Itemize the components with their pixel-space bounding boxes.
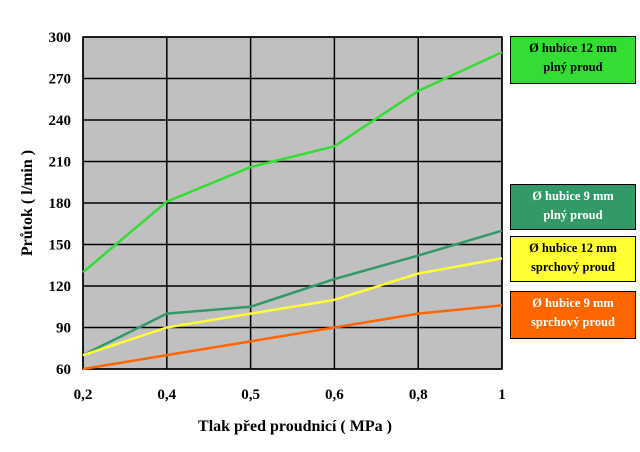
y-tick-label: 210 [49, 155, 72, 171]
series-line-1 [82, 51, 503, 274]
legend-entry-nozzle-12-full: Ø hubice 12 mm plný proud [510, 36, 636, 84]
series-line-3 [82, 257, 503, 357]
y-tick-label: 90 [56, 321, 71, 337]
x-tick-label: 0,6 [325, 387, 344, 403]
y-tick-label: 270 [49, 72, 72, 88]
x-axis-title: Tlak před proudnicí ( MPa ) [198, 418, 392, 435]
legend-entry-label: plný proud [543, 60, 603, 74]
legend-entry-label: sprchový proud [531, 260, 615, 274]
x-tick-label: 0,2 [74, 387, 93, 403]
x-tick-label: 0,8 [409, 387, 428, 403]
x-tick-labels: 0,2 0,4 0,5 0,6 0,8 1 [74, 387, 506, 403]
legend-entry-nozzle-9-full: Ø hubice 9 mm plný proud [510, 184, 636, 230]
legend-entry-label: Ø hubice 12 mm [529, 41, 617, 55]
y-tick-label: 240 [49, 113, 72, 129]
x-tick-label: 0,5 [241, 387, 260, 403]
legend-entry-nozzle-12-spray: Ø hubice 12 mm sprchový proud [510, 236, 636, 282]
series-line-4 [82, 304, 503, 371]
x-tick-label: 0,4 [157, 387, 176, 403]
x-tick-label: 1 [498, 387, 506, 403]
y-tick-label: 150 [49, 238, 72, 254]
y-tick-label: 180 [49, 196, 72, 212]
y-axis-title: Průtok ( l/min ) [19, 150, 36, 256]
y-tick-label: 300 [49, 30, 72, 46]
series-line-2 [82, 229, 503, 357]
legend-entry-label: Ø hubice 9 mm [532, 296, 614, 310]
legend-entry-label: Ø hubice 9 mm [532, 189, 614, 203]
legend-entry-label: plný proud [543, 208, 603, 222]
y-tick-label: 120 [49, 279, 72, 295]
series-lines [82, 51, 503, 371]
y-tick-label: 60 [56, 362, 71, 378]
legend-entry-label: Ø hubice 12 mm [529, 241, 617, 255]
y-tick-labels: 60 90 120 150 180 210 240 270 300 [49, 30, 72, 378]
legend-entry-nozzle-9-spray: Ø hubice 9 mm sprchový proud [510, 291, 636, 339]
legend-entry-label: sprchový proud [531, 315, 615, 329]
